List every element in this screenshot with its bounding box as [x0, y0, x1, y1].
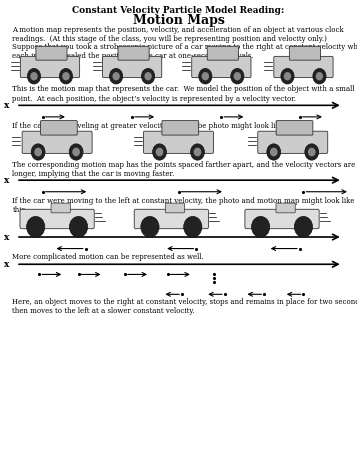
Ellipse shape — [110, 68, 123, 84]
Text: Here, an object moves to the right at constant velocity, stops and remains in pl: Here, an object moves to the right at co… — [12, 298, 357, 315]
Ellipse shape — [281, 68, 294, 84]
FancyBboxPatch shape — [22, 131, 92, 153]
Ellipse shape — [27, 68, 41, 84]
Ellipse shape — [141, 68, 155, 84]
Ellipse shape — [316, 73, 322, 80]
FancyBboxPatch shape — [118, 46, 149, 60]
Ellipse shape — [267, 144, 281, 160]
Ellipse shape — [152, 144, 166, 160]
FancyBboxPatch shape — [20, 209, 94, 229]
Ellipse shape — [27, 217, 45, 237]
Ellipse shape — [285, 73, 291, 80]
Ellipse shape — [231, 68, 244, 84]
FancyBboxPatch shape — [276, 121, 313, 135]
Ellipse shape — [31, 144, 45, 160]
FancyBboxPatch shape — [134, 209, 208, 229]
Ellipse shape — [31, 73, 37, 80]
Text: x: x — [4, 232, 10, 242]
FancyBboxPatch shape — [162, 121, 198, 135]
Ellipse shape — [191, 144, 205, 160]
Ellipse shape — [69, 144, 83, 160]
Ellipse shape — [313, 68, 326, 84]
Text: This is the motion map that represents the car.  We model the position of the ob: This is the motion map that represents t… — [12, 85, 355, 103]
Text: Motion Maps: Motion Maps — [132, 14, 225, 27]
Ellipse shape — [184, 217, 202, 237]
Text: x: x — [4, 101, 10, 110]
FancyBboxPatch shape — [41, 121, 77, 135]
Text: x: x — [4, 176, 10, 185]
Ellipse shape — [199, 68, 212, 84]
Ellipse shape — [234, 73, 240, 80]
Ellipse shape — [63, 73, 69, 80]
FancyBboxPatch shape — [102, 56, 162, 78]
FancyBboxPatch shape — [245, 209, 319, 229]
FancyBboxPatch shape — [144, 131, 213, 153]
FancyBboxPatch shape — [165, 203, 185, 213]
Ellipse shape — [202, 73, 208, 80]
Ellipse shape — [305, 144, 319, 160]
FancyBboxPatch shape — [258, 131, 328, 153]
Ellipse shape — [73, 148, 79, 156]
Ellipse shape — [156, 148, 163, 156]
Ellipse shape — [141, 217, 159, 237]
Ellipse shape — [295, 217, 313, 237]
FancyBboxPatch shape — [290, 46, 321, 60]
Text: x: x — [4, 260, 10, 269]
Ellipse shape — [308, 148, 315, 156]
Text: The corresponding motion map has the points spaced farther apart, and the veloci: The corresponding motion map has the poi… — [12, 161, 356, 178]
FancyBboxPatch shape — [192, 56, 251, 78]
Text: If the car were traveling at greater velocity, the strobe photo might look like : If the car were traveling at greater vel… — [12, 122, 302, 129]
Text: Constant Velocity Particle Model Reading:: Constant Velocity Particle Model Reading… — [72, 6, 285, 14]
FancyBboxPatch shape — [20, 56, 80, 78]
Ellipse shape — [145, 73, 151, 80]
Text: More complicated motion can be represented as well.: More complicated motion can be represent… — [12, 253, 204, 261]
Text: If the car were moving to the left at constant velocity, the photo and motion ma: If the car were moving to the left at co… — [12, 197, 355, 214]
FancyBboxPatch shape — [51, 203, 70, 213]
FancyBboxPatch shape — [36, 46, 67, 60]
Ellipse shape — [113, 73, 119, 80]
Text: A motion map represents the position, velocity, and acceleration of an object at: A motion map represents the position, ve… — [12, 26, 344, 43]
Ellipse shape — [70, 217, 88, 237]
Text: Suppose that you took a stroboscopic picture of a car moving to the right at con: Suppose that you took a stroboscopic pic… — [12, 43, 357, 60]
FancyBboxPatch shape — [207, 46, 238, 60]
Ellipse shape — [35, 148, 41, 156]
FancyBboxPatch shape — [274, 56, 333, 78]
Ellipse shape — [271, 148, 277, 156]
Ellipse shape — [194, 148, 201, 156]
FancyBboxPatch shape — [276, 203, 295, 213]
Ellipse shape — [59, 68, 72, 84]
Ellipse shape — [251, 217, 270, 237]
